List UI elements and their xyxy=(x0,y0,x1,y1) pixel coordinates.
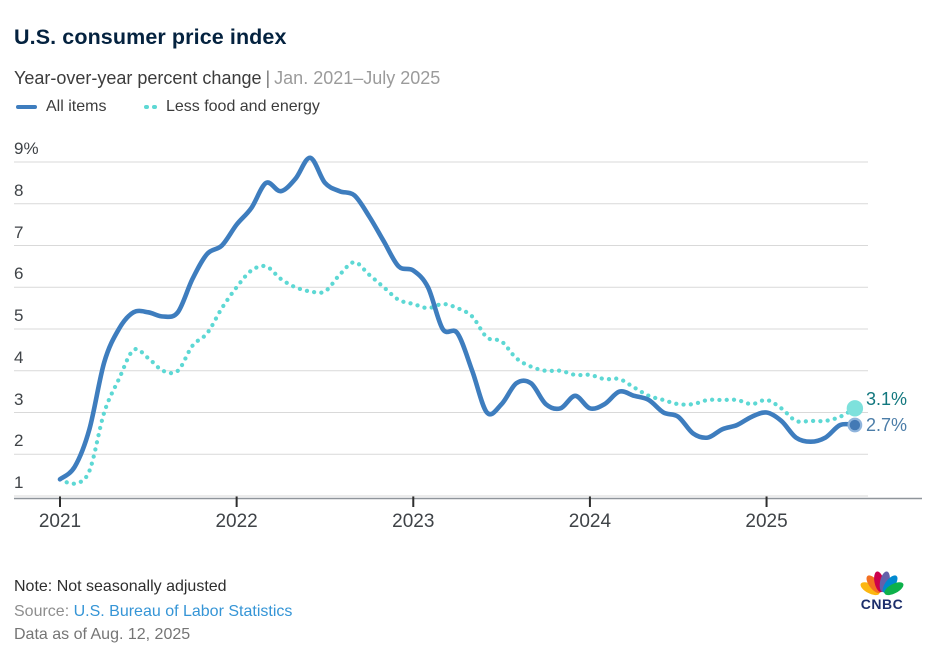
legend-label-all-items: All items xyxy=(46,98,107,115)
x-axis-label-2025: 2025 xyxy=(745,511,788,532)
cnbc-peacock-icon xyxy=(860,571,904,596)
x-axis-label-2023: 2023 xyxy=(392,511,435,532)
y-axis-label-7: 7 xyxy=(14,222,24,242)
end-value-label-all-items: 2.7% xyxy=(866,415,908,436)
y-axis-label-1: 1 xyxy=(14,473,24,492)
end-value-label-less-food-and-energy: 3.1% xyxy=(866,389,908,410)
all-items-end-dot xyxy=(849,419,861,431)
y-axis-label-2: 2 xyxy=(14,431,24,451)
x-axis-label-2021: 2021 xyxy=(38,511,82,532)
cnbc-logo: CNBC xyxy=(860,571,904,612)
y-axis-label-6: 6 xyxy=(14,264,24,284)
peacock-feather-0 xyxy=(860,582,880,596)
subtitle-date-range: Jan. 2021–July 2025 xyxy=(274,68,441,88)
data-as-of: Data as of Aug. 12, 2025 xyxy=(14,626,191,643)
chart-note: Note: Not seasonally adjusted xyxy=(14,578,227,595)
x-axis-label-2024: 2024 xyxy=(568,511,612,532)
subtitle-main: Year-over-year percent change xyxy=(14,68,262,88)
series-line-all-items xyxy=(57,155,858,482)
x-axis-label-2022: 2022 xyxy=(215,511,258,532)
y-axis-label-5: 5 xyxy=(14,306,24,325)
legend-label-less-food-and-energy: Less food and energy xyxy=(165,98,320,115)
legend-item-less-food-and-energy: Less food and energy xyxy=(144,98,320,116)
source-link[interactable]: U.S. Bureau of Labor Statistics xyxy=(73,603,293,620)
series-line-less-food-and-energy xyxy=(57,260,857,486)
y-axis-label-9: 9% xyxy=(14,139,39,158)
cnbc-wordmark: CNBC xyxy=(861,596,903,612)
y-axis-label-4: 4 xyxy=(14,347,24,367)
source-label: Source: xyxy=(14,603,70,620)
chart-subtitle: Year-over-year percent change | Jan. 2021–… xyxy=(14,68,440,89)
chart-legend: All items Less food and energy xyxy=(16,98,320,116)
subtitle-separator: | xyxy=(265,68,271,88)
legend-item-all-items: All items xyxy=(16,98,106,116)
peacock-feather-5 xyxy=(884,582,904,596)
chart-source: Source: U.S. Bureau of Labor Statistics xyxy=(14,603,292,621)
less-food-energy-dots-swatch-icon xyxy=(144,104,157,110)
y-axis-label-8: 8 xyxy=(14,180,24,200)
all-items-line-swatch-icon xyxy=(16,104,37,110)
page-title: U.S. consumer price index xyxy=(14,25,287,50)
less-food-and-energy-end-dot xyxy=(846,400,864,417)
y-axis-label-3: 3 xyxy=(14,389,24,409)
